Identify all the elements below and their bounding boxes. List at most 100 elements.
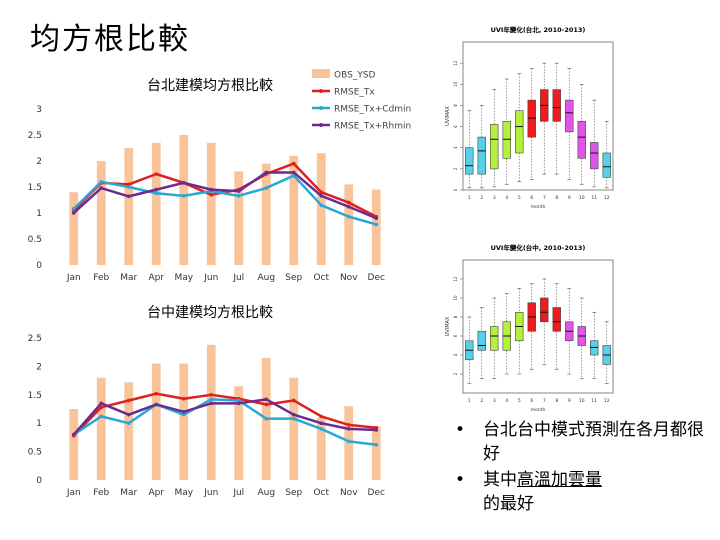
- x-tick-label: 1: [468, 398, 471, 404]
- bar: [69, 409, 79, 480]
- y-tick-label: 0: [36, 476, 42, 486]
- y-tick-label: 2: [453, 167, 458, 170]
- page-title: 均方根比較: [30, 22, 190, 57]
- bar: [206, 344, 216, 480]
- data-point: [264, 170, 269, 175]
- data-point: [99, 180, 104, 184]
- bar: [316, 417, 326, 480]
- bar: [371, 189, 381, 265]
- bullet-dot: •: [455, 470, 466, 490]
- x-tick-label: Apr: [148, 488, 164, 498]
- data-point: [236, 401, 241, 406]
- x-tick-label: 4: [505, 195, 508, 201]
- data-point: [126, 398, 131, 403]
- x-tick-label: 8: [555, 398, 558, 404]
- data-point: [291, 416, 296, 421]
- x-tick-label: 11: [591, 398, 597, 404]
- data-point: [346, 200, 351, 205]
- x-tick-label: 7: [543, 398, 546, 404]
- y-tick-label: 12: [453, 276, 458, 282]
- plot-frame: [462, 259, 614, 394]
- data-point: [374, 442, 379, 447]
- box: [490, 124, 499, 170]
- data-point: [236, 398, 241, 403]
- data-point: [126, 194, 131, 199]
- bar: [344, 184, 354, 265]
- data-point: [154, 391, 159, 396]
- data-point: [319, 203, 324, 207]
- data-point: [71, 207, 76, 211]
- y-tick-label: 10: [453, 295, 458, 301]
- x-tick-label: Apr: [148, 273, 164, 283]
- x-tick-label: 4: [505, 398, 508, 404]
- data-point: [154, 402, 159, 407]
- data-point: [71, 432, 76, 437]
- data-point: [319, 421, 324, 425]
- data-point: [291, 161, 296, 166]
- legend-marker: [319, 123, 323, 127]
- box: [515, 110, 524, 154]
- taichung-rmse-chart: 台中建模均方根比較 0 0.5 1 1.5 2 2.5 Jan Feb Mar Apr May Jun J…: [28, 305, 385, 498]
- x-tick-label: 10: [579, 398, 585, 404]
- box: [540, 297, 549, 323]
- x-tick-label: 3: [493, 195, 496, 201]
- box: [590, 142, 599, 170]
- bullet-text: 其中高溫加雲量 的最好: [483, 468, 602, 516]
- legend-swatch: [312, 69, 330, 78]
- y-axis-label: UVIMAX: [445, 316, 451, 336]
- y-tick-label: 4: [453, 146, 458, 149]
- bar: [179, 363, 189, 480]
- bullet-text-prefix: 其中: [483, 470, 517, 490]
- x-tick-label: 8: [555, 195, 558, 201]
- x-tick-label: 12: [604, 195, 610, 201]
- data-point: [181, 181, 186, 185]
- x-tick-label: Aug: [257, 273, 275, 283]
- x-tick-label: 1: [468, 195, 471, 201]
- box: [465, 147, 474, 175]
- series-line: [72, 162, 377, 218]
- x-tick-label: Mar: [120, 488, 137, 498]
- data-point: [154, 191, 159, 196]
- bar: [151, 142, 161, 265]
- bar: [316, 153, 326, 265]
- data-point: [181, 194, 186, 198]
- bullet-dot: •: [455, 420, 466, 440]
- y-tick-label: 2: [36, 362, 42, 372]
- taipei-rmse-chart: 台北建模均方根比較 0 0.5 1 1.5 2 2.5 3 Jan Feb Mar Apr May Jun…: [28, 69, 411, 283]
- data-point: [291, 412, 296, 417]
- data-point: [126, 182, 131, 187]
- y-tick-label: 1: [36, 209, 42, 219]
- y-tick-label: 2.5: [28, 334, 42, 344]
- x-tick-label: 5: [518, 398, 521, 404]
- y-axis-label: UVIMAX: [445, 106, 451, 126]
- data-point: [319, 414, 324, 419]
- x-tick-label: Feb: [93, 488, 109, 498]
- data-point: [346, 427, 351, 431]
- y-tick-label: 4: [453, 353, 458, 356]
- box: [602, 152, 611, 178]
- bar: [289, 155, 299, 265]
- legend-label: OBS_YSD: [334, 71, 376, 81]
- bar: [206, 142, 216, 265]
- data-point: [319, 190, 324, 194]
- x-tick-label: Dec: [368, 488, 385, 498]
- x-tick-label: Jun: [203, 273, 218, 283]
- box: [552, 89, 561, 122]
- data-point: [181, 412, 186, 417]
- legend-label: RMSE_Tx+Rhmin: [334, 122, 411, 132]
- bullet-item: • 其中高溫加雲量 的最好: [455, 468, 715, 516]
- x-tick-label: Mar: [120, 273, 137, 283]
- x-tick-label: 9: [568, 195, 571, 201]
- chart-title: UVI年變化(台北, 2010-2013): [491, 25, 586, 34]
- y-tick-label: 6: [453, 125, 458, 128]
- bullet-list: • 台北台中模式預測在各月都很好 • 其中高溫加雲量 的最好: [455, 418, 715, 518]
- y-tick-label: 3: [36, 105, 42, 115]
- data-point: [99, 401, 104, 406]
- data-point: [236, 194, 241, 198]
- y-tick-label: 1.5: [28, 391, 42, 401]
- data-point: [71, 211, 76, 215]
- data-point: [264, 397, 269, 402]
- box: [477, 330, 486, 351]
- bar: [261, 163, 271, 265]
